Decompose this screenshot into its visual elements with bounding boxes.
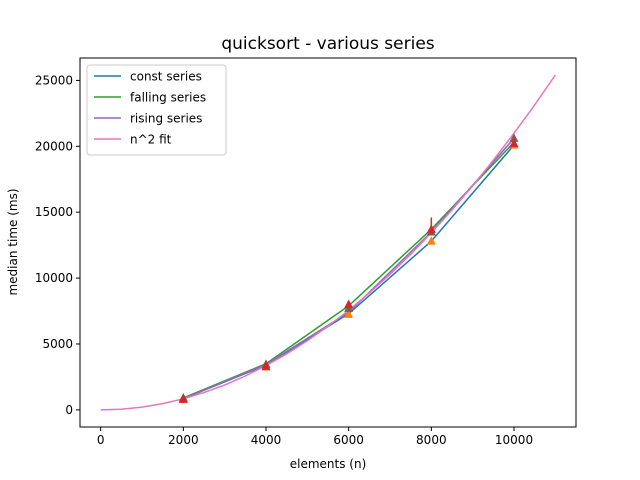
x-tick-label: 10000 [495, 433, 533, 447]
y-tick-label: 15000 [35, 205, 73, 219]
x-tick-label: 8000 [416, 433, 447, 447]
x-tick-label: 6000 [333, 433, 364, 447]
data-point-marker [344, 309, 354, 318]
series-line-n-2-fit [100, 74, 556, 411]
y-axis-label: median time (ms) [6, 188, 20, 295]
legend: const series falling series rising series n… [86, 64, 227, 156]
data-point-marker [344, 299, 354, 308]
x-tick-label: 0 [97, 433, 105, 447]
data-point-marker [426, 224, 436, 233]
data-point-marker [426, 236, 436, 245]
y-tick-label: 0 [65, 403, 73, 417]
series-line-falling-series [183, 141, 515, 399]
data-point-marker [509, 133, 519, 142]
legend-box [86, 64, 227, 156]
data-point-marker [509, 138, 519, 148]
data-point-marker [261, 361, 271, 370]
x-tick-label: 4000 [251, 433, 282, 447]
y-tick-label: 20000 [35, 139, 73, 153]
legend-label: falling series [130, 91, 206, 105]
legend-label: n^2 fit [130, 133, 172, 147]
series-line-rising-series [183, 137, 515, 400]
y-axis: 0 5000 10000 15000 20000 25000 [35, 73, 80, 417]
x-tick-label: 2000 [168, 433, 199, 447]
y-tick-label: 10000 [35, 271, 73, 285]
y-tick-label: 25000 [35, 73, 73, 87]
y-tick-label: 5000 [42, 337, 73, 351]
x-axis-label: elements (n) [290, 457, 367, 471]
plot-frame [79, 57, 577, 428]
chart-title: quicksort - various series [221, 34, 434, 54]
legend-label: rising series [130, 112, 202, 126]
x-axis: 0 2000 4000 6000 8000 10000 [97, 427, 533, 447]
data-point-marker [178, 394, 188, 403]
series-line-const-series [183, 144, 515, 400]
legend-label: const series [130, 70, 202, 84]
plot-area [100, 74, 556, 411]
